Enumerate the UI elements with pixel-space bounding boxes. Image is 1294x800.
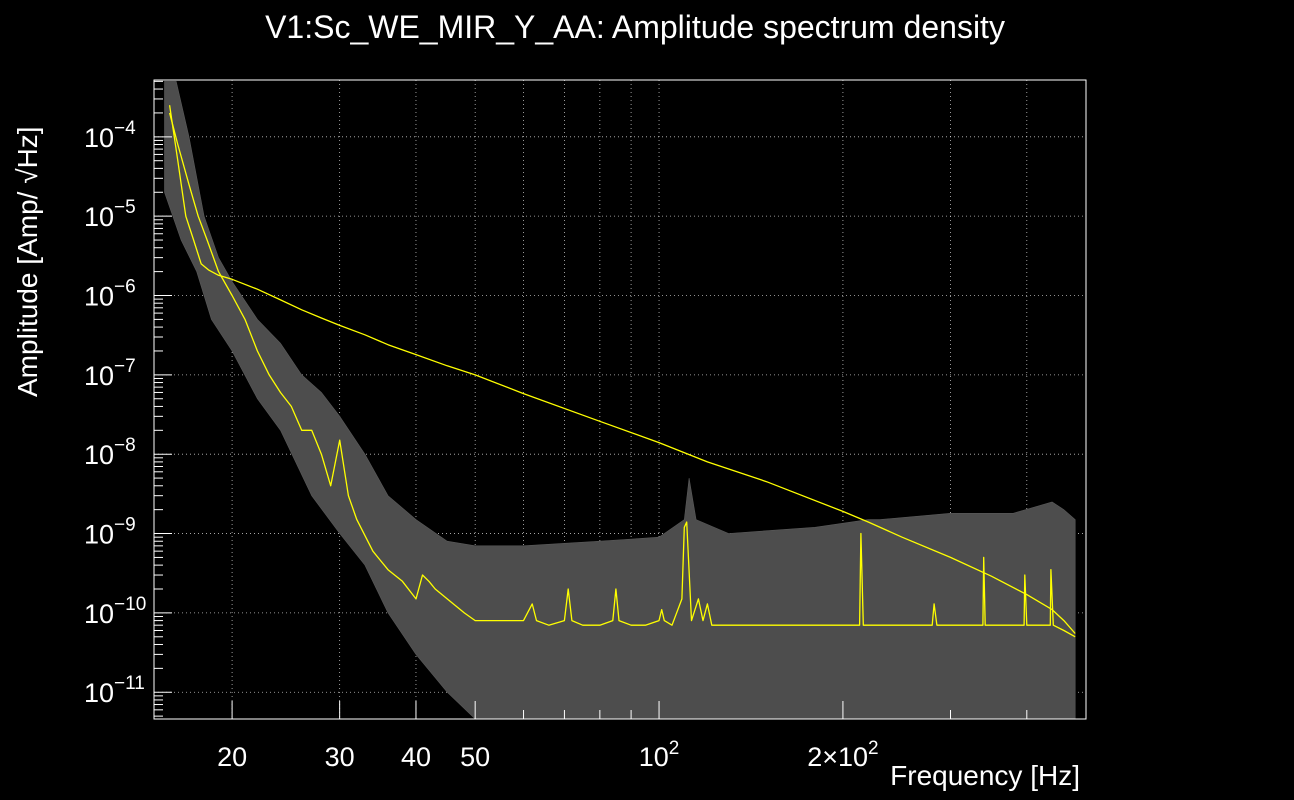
x-tick-label: 2×102: [807, 738, 878, 772]
x-tick-label: 40: [401, 742, 431, 772]
y-tick-label: 10−7: [84, 356, 136, 391]
x-axis-label: Frequency [Hz]: [890, 760, 1080, 791]
series-line-2: [168, 112, 1076, 638]
spectrum-lines: [168, 105, 1076, 638]
chart-title: V1:Sc_WE_MIR_Y_AA: Amplitude spectrum de…: [265, 9, 1005, 45]
series-band: [164, 81, 1076, 719]
y-tick-label: 10−6: [84, 277, 136, 312]
y-tick-labels: 10−4 10−5 10−6 10−7 10−8 10−9 10−10 10−11: [84, 118, 146, 708]
plot-frame: [153, 79, 1087, 720]
y-tick-label: 10−4: [84, 118, 136, 153]
y-tick-label: 10−9: [84, 515, 136, 550]
x-tick-label: 50: [460, 742, 490, 772]
x-tick-label: 30: [325, 742, 355, 772]
y-axis-label: Amplitude [Amp/ √Hz]: [12, 126, 43, 397]
x-tick-label: 102: [639, 738, 680, 772]
x-tick-labels: 20 30 40 50 102 2×102: [217, 738, 879, 772]
y-tick-label: 10−8: [84, 435, 136, 470]
y-tick-label: 10−10: [84, 594, 146, 629]
spectrum-band: [164, 81, 1076, 719]
y-tick-label: 10−11: [84, 673, 145, 708]
series-line-1: [168, 105, 1076, 634]
y-tick-label: 10−5: [84, 197, 136, 232]
axis-ticks: [154, 80, 1028, 719]
x-tick-label: 20: [217, 742, 247, 772]
